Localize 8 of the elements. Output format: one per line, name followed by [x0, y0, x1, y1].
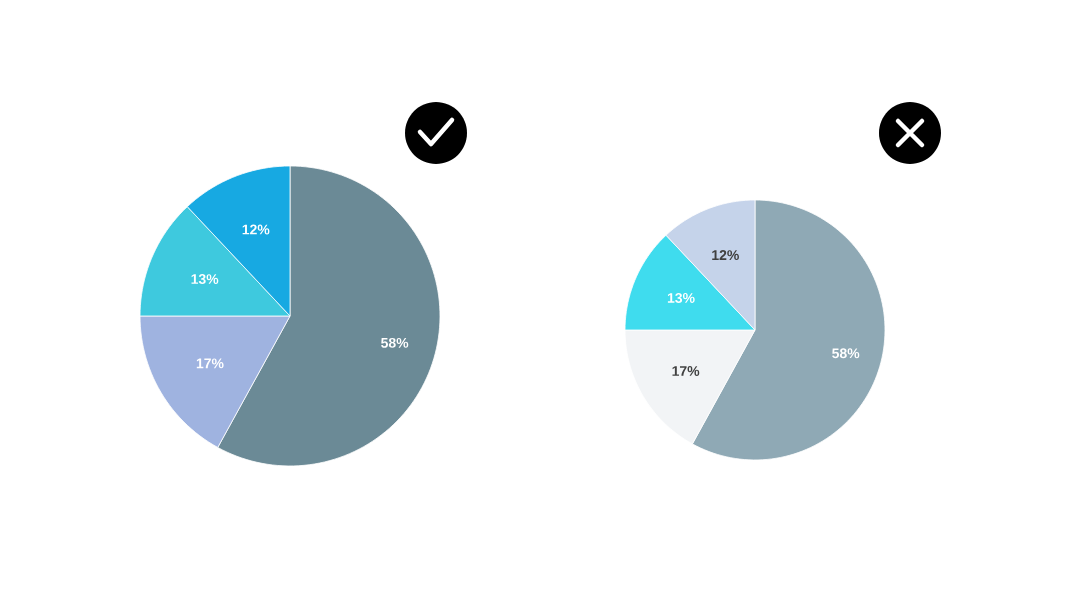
data-label: 17%	[672, 366, 700, 376]
data-label: 12%	[242, 224, 270, 235]
data-label: 12%	[712, 250, 739, 260]
data-label: 58%	[832, 348, 860, 359]
data-label: 17%	[196, 358, 224, 369]
data-label: 13%	[191, 274, 219, 285]
data-label: 13%	[667, 293, 695, 303]
data-label: 58%	[381, 337, 409, 348]
